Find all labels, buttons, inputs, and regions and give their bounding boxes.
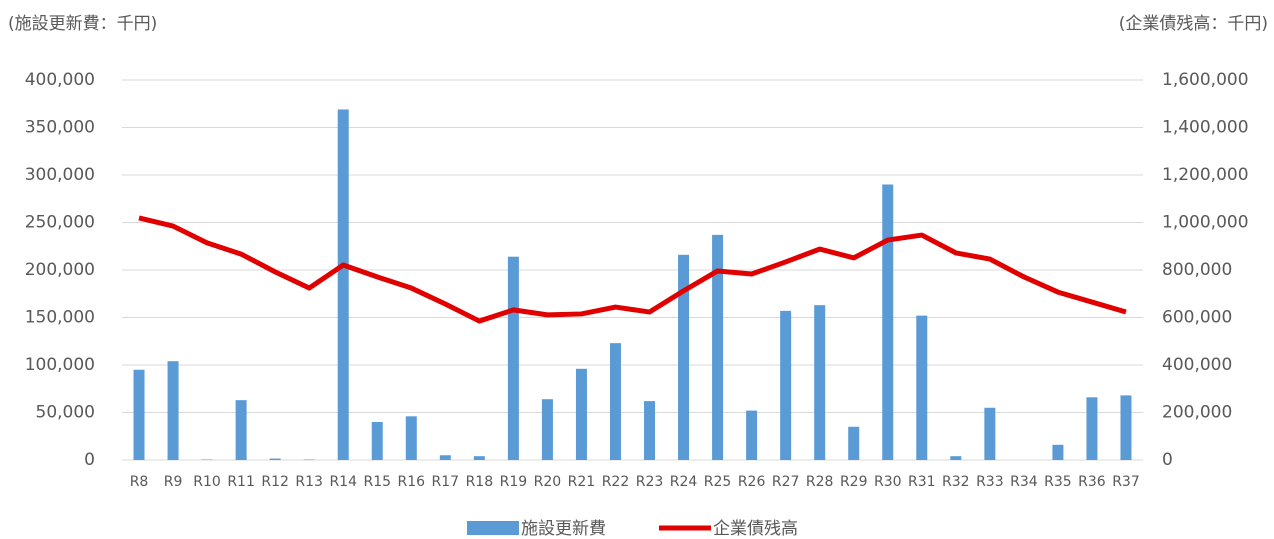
x-tick-label: R34 [1010,474,1038,490]
x-tick-label: R37 [1112,474,1140,490]
x-tick-label: R35 [1044,474,1072,490]
y2-tick-label: 0 [1162,450,1173,470]
y2-tick-label: 1,000,000 [1162,213,1249,233]
y2-tick-label: 600,000 [1162,308,1232,328]
y-tick-label: 150,000 [25,308,95,328]
x-tick-label: R15 [363,474,391,490]
bar [235,400,247,460]
x-tick-label: R20 [534,474,562,490]
x-tick-label: R36 [1078,474,1106,490]
line [138,215,1127,324]
legend-label: 企業債残高 [713,519,798,539]
y-tick-label: 200,000 [25,260,95,280]
x-tick-label: R32 [942,474,970,490]
y2-tick-label: 1,200,000 [1162,165,1249,185]
bar [814,305,826,460]
x-tick-label: R29 [840,474,868,490]
y-tick-label: 350,000 [25,118,95,138]
bar [609,343,621,460]
x-tick-label: R22 [602,474,630,490]
x-tick-label: R24 [670,474,698,490]
bar [439,455,451,460]
bar [882,184,894,460]
bar [984,407,996,460]
bar [371,422,383,460]
x-tick-label: R9 [164,474,183,490]
bar [541,399,553,460]
y-tick-label: 300,000 [25,165,95,185]
bar [1052,444,1064,460]
y-tick-label: 0 [84,450,95,470]
bar [1086,397,1098,460]
x-tick-label: R8 [130,474,149,490]
bar [337,109,349,460]
y-tick-label: 400,000 [25,70,95,90]
y2-tick-label: 1,600,000 [1162,70,1249,90]
x-tick-label: R31 [908,474,936,490]
bar [746,410,758,460]
x-tick-label: R25 [704,474,732,490]
bar [950,456,962,460]
y-tick-label: 50,000 [36,403,95,423]
bar [575,368,587,460]
x-tick-label: R11 [227,474,255,490]
x-tick-label: R14 [329,474,357,490]
y-tick-label: 250,000 [25,213,95,233]
legend-swatch [467,521,519,535]
bar [405,416,417,460]
x-tick-label: R17 [432,474,460,490]
legend-label: 施設更新費 [521,519,606,539]
bar [473,456,485,460]
bar [1120,395,1132,460]
bar [644,401,656,460]
x-tick-label: R28 [806,474,834,490]
x-tick-label: R26 [738,474,766,490]
y2-tick-label: 200,000 [1162,403,1232,423]
x-tick-label: R33 [976,474,1004,490]
bar [780,310,792,460]
x-tick-label: R19 [500,474,528,490]
x-tick-label: R12 [261,474,289,490]
x-tick-label: R18 [466,474,494,490]
bar [712,234,724,460]
x-tick-label: R30 [874,474,902,490]
y2-axis-title: (企業債残高：千円) [1119,14,1268,34]
y-tick-label: 100,000 [25,355,95,375]
bar [269,458,281,460]
bar [507,256,519,460]
x-tick-label: R21 [568,474,596,490]
bar [167,361,179,460]
y2-tick-label: 400,000 [1162,355,1232,375]
bar [916,315,928,460]
bar [133,369,145,460]
x-tick-label: R23 [636,474,664,490]
bar [678,254,690,460]
y2-tick-label: 1,400,000 [1162,118,1249,138]
bar [848,426,860,460]
x-tick-label: R27 [772,474,800,490]
y-axis-title: (施設更新費：千円) [8,14,157,34]
x-tick-label: R16 [398,474,426,490]
x-tick-label: R13 [295,474,323,490]
y2-tick-label: 800,000 [1162,260,1232,280]
x-tick-label: R10 [193,474,221,490]
